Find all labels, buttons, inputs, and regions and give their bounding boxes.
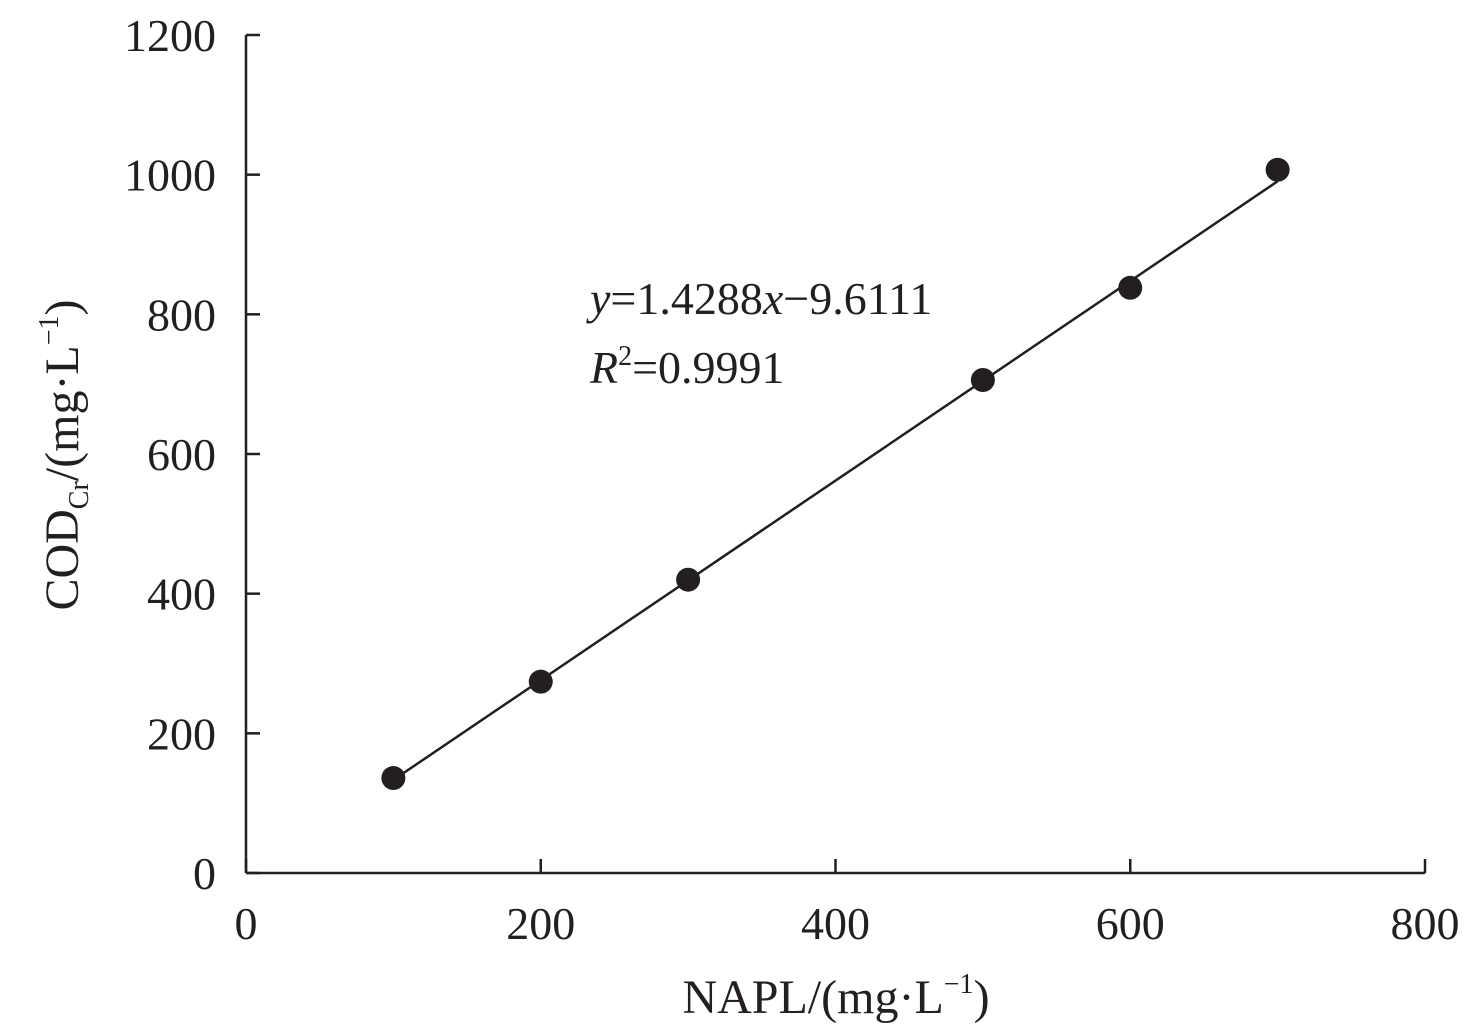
r-squared-label: R2=0.9991 <box>589 341 785 393</box>
ticks: 0 200 400 600 800 1000 1200 0 200 400 600 800 <box>124 10 1460 949</box>
y-tick-label: 600 <box>147 429 216 480</box>
axes <box>244 35 1425 875</box>
y-tick-label: 1000 <box>124 150 216 201</box>
data-points <box>381 157 1290 791</box>
data-point <box>970 367 995 392</box>
data-point <box>528 669 553 694</box>
trend-line <box>392 180 1279 781</box>
y-tick-label: 1200 <box>124 10 216 61</box>
x-tick-label: 400 <box>801 898 870 949</box>
data-point <box>381 766 406 791</box>
y-tick-label: 400 <box>147 569 216 620</box>
y-tick-label: 800 <box>147 289 216 340</box>
x-tick-label: 0 <box>235 898 258 949</box>
data-point <box>1265 157 1290 182</box>
x-tick-label: 200 <box>506 898 575 949</box>
data-point <box>676 567 701 592</box>
data-point <box>1118 275 1143 300</box>
x-tick-label: 800 <box>1391 898 1460 949</box>
y-axis-title: CODCr/(mg·L−1) <box>34 299 95 610</box>
y-tick-label: 200 <box>147 708 216 759</box>
x-tick-label: 600 <box>1096 898 1165 949</box>
x-axis-title: NAPL/(mg·L−1) <box>682 969 989 1024</box>
y-tick-label: 0 <box>193 848 216 899</box>
equation-label: y=1.4288x−9.6111 <box>586 273 932 324</box>
